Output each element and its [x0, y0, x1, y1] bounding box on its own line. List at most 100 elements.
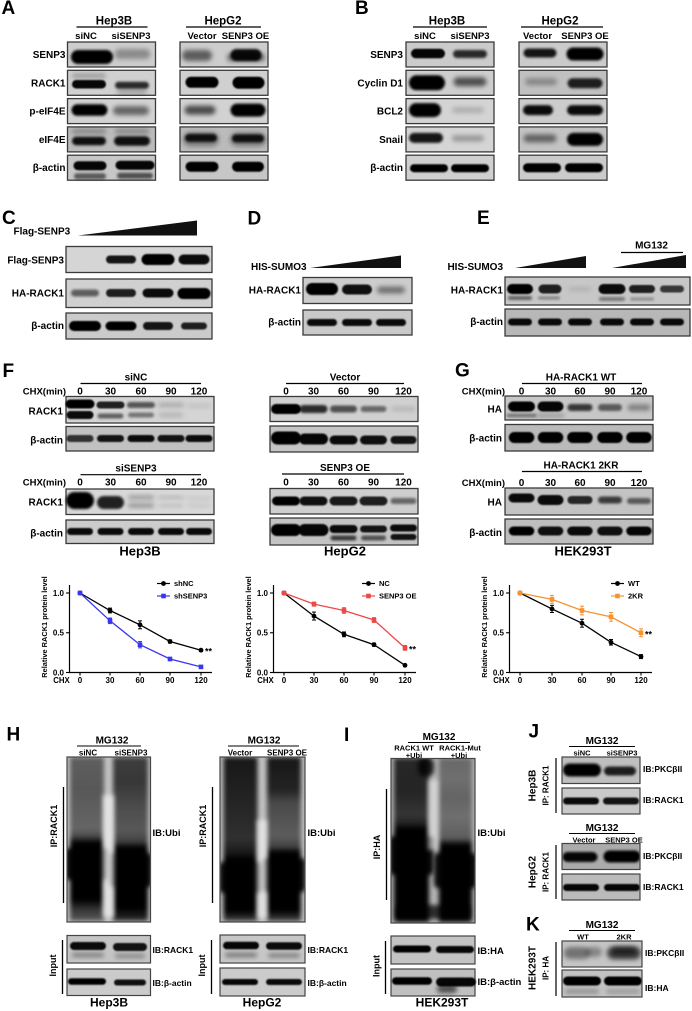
- svg-text:30: 30: [545, 386, 557, 397]
- svg-text:CHX: CHX: [53, 676, 70, 685]
- svg-text:Vector: Vector: [330, 373, 361, 384]
- svg-text:A: A: [2, 0, 16, 19]
- svg-text:MG132: MG132: [586, 823, 619, 834]
- svg-text:60: 60: [135, 478, 147, 489]
- svg-text:0: 0: [78, 676, 83, 685]
- svg-text:60: 60: [340, 676, 349, 685]
- svg-text:shSENP3: shSENP3: [174, 592, 207, 601]
- svg-text:siSENP3: siSENP3: [450, 31, 489, 42]
- svg-text:Vector: Vector: [573, 836, 596, 845]
- svg-text:0.5: 0.5: [53, 629, 65, 638]
- svg-text:B: B: [355, 0, 369, 19]
- svg-text:120: 120: [395, 386, 412, 397]
- svg-text:HA-RACK1: HA-RACK1: [12, 289, 65, 300]
- svg-text:β-actin: β-actin: [470, 317, 503, 328]
- svg-text:C: C: [2, 208, 16, 229]
- svg-text:siSENP3: siSENP3: [115, 464, 157, 475]
- svg-text:Relative RACK1 protein level: Relative RACK1 protein level: [244, 576, 253, 677]
- svg-text:+Ubi: +Ubi: [451, 751, 467, 760]
- svg-text:β-actin: β-actin: [469, 434, 502, 445]
- svg-text:siSENP3: siSENP3: [607, 749, 638, 758]
- svg-text:30: 30: [548, 676, 557, 685]
- svg-text:HA-RACK1 WT: HA-RACK1 WT: [546, 373, 617, 384]
- svg-text:J: J: [529, 722, 540, 743]
- svg-text:0: 0: [518, 676, 523, 685]
- svg-text:Input: Input: [48, 955, 58, 977]
- svg-text:30: 30: [308, 478, 320, 489]
- svg-text:CHX(min): CHX(min): [462, 478, 505, 489]
- svg-text:90: 90: [368, 478, 380, 489]
- svg-text:RACK1-Mut: RACK1-Mut: [439, 744, 481, 753]
- svg-text:0: 0: [77, 478, 83, 489]
- svg-text:0.5: 0.5: [257, 629, 269, 638]
- svg-text:0.0: 0.0: [493, 668, 505, 677]
- svg-text:Hep3B: Hep3B: [528, 770, 539, 802]
- svg-text:β-actin: β-actin: [31, 321, 64, 332]
- svg-text:WT: WT: [628, 579, 640, 588]
- svg-text:90: 90: [166, 676, 175, 685]
- svg-text:60: 60: [574, 478, 586, 489]
- svg-text:IP: RACK1: IP: RACK1: [542, 765, 551, 806]
- svg-text:CHX: CHX: [493, 676, 510, 685]
- svg-text:120: 120: [395, 478, 412, 489]
- svg-text:H: H: [7, 725, 21, 746]
- svg-text:+Ubi: +Ubi: [406, 751, 422, 760]
- svg-text:siNC: siNC: [573, 749, 591, 758]
- svg-text:HEK293T: HEK293T: [416, 996, 469, 1010]
- svg-text:siSENP3: siSENP3: [111, 31, 150, 42]
- svg-text:siNC: siNC: [125, 373, 148, 384]
- svg-text:30: 30: [106, 676, 115, 685]
- svg-text:HIS-SUMO3: HIS-SUMO3: [447, 262, 503, 273]
- svg-text:MG132: MG132: [423, 732, 456, 743]
- svg-text:IB:RACK1: IB:RACK1: [308, 945, 349, 955]
- svg-text:Relative RACK1 protein level: Relative RACK1 protein level: [40, 576, 49, 677]
- svg-text:E: E: [477, 208, 490, 229]
- svg-text:MG132: MG132: [96, 736, 129, 747]
- svg-text:F: F: [3, 361, 15, 382]
- svg-text:90: 90: [368, 386, 380, 397]
- svg-text:IB:RACK1: IB:RACK1: [153, 945, 194, 955]
- svg-text:siNC: siNC: [414, 31, 436, 42]
- svg-text:60: 60: [135, 386, 147, 397]
- svg-text:IB:PKCβII: IB:PKCβII: [643, 764, 682, 774]
- svg-text:IB:PKCβII: IB:PKCβII: [643, 851, 682, 861]
- svg-text:β-actin: β-actin: [370, 163, 403, 174]
- svg-text:HA-RACK1: HA-RACK1: [451, 286, 504, 297]
- svg-text:1.0: 1.0: [257, 589, 269, 598]
- svg-text:60: 60: [136, 676, 145, 685]
- svg-text:120: 120: [631, 386, 648, 397]
- svg-text:2KR: 2KR: [628, 592, 644, 601]
- svg-text:K: K: [526, 915, 540, 936]
- svg-text:**: **: [409, 644, 417, 654]
- svg-text:90: 90: [604, 386, 616, 397]
- svg-text:MG132: MG132: [586, 736, 619, 747]
- svg-text:IB:HA: IB:HA: [478, 946, 505, 957]
- svg-text:shNC: shNC: [174, 579, 194, 588]
- svg-text:30: 30: [105, 386, 117, 397]
- svg-text:90: 90: [165, 478, 177, 489]
- svg-text:IB:HA: IB:HA: [645, 983, 669, 993]
- svg-text:RACK1 WT: RACK1 WT: [394, 744, 434, 753]
- svg-text:Input: Input: [372, 955, 382, 977]
- svg-text:Vector: Vector: [228, 749, 252, 758]
- svg-text:1.0: 1.0: [53, 589, 65, 598]
- svg-text:120: 120: [398, 676, 412, 685]
- svg-text:0.0: 0.0: [53, 668, 65, 677]
- svg-text:Vector: Vector: [187, 31, 216, 42]
- svg-text:120: 120: [631, 478, 648, 489]
- svg-text:30: 30: [310, 676, 319, 685]
- svg-text:IB:Ubi: IB:Ubi: [153, 828, 181, 839]
- svg-text:120: 120: [194, 676, 208, 685]
- svg-text:SENP3: SENP3: [33, 50, 66, 61]
- svg-text:CHX(min): CHX(min): [462, 386, 505, 397]
- svg-text:120: 120: [634, 676, 648, 685]
- svg-text:IB:β-actin: IB:β-actin: [478, 977, 522, 988]
- svg-text:30: 30: [545, 478, 557, 489]
- svg-text:2KR: 2KR: [616, 933, 632, 942]
- svg-text:HepG2: HepG2: [324, 544, 366, 559]
- svg-text:90: 90: [165, 386, 177, 397]
- svg-text:HA: HA: [488, 405, 502, 416]
- svg-text:NC: NC: [379, 579, 390, 588]
- svg-text:Relative RACK1 protein level: Relative RACK1 protein level: [480, 576, 489, 677]
- svg-text:CHX(min): CHX(min): [23, 478, 66, 489]
